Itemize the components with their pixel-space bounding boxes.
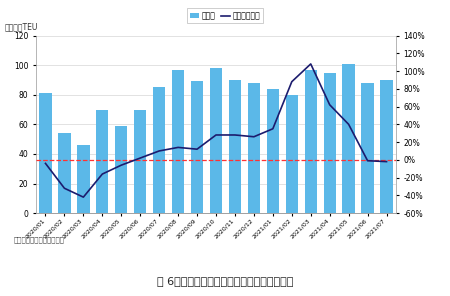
Bar: [305, 70, 317, 213]
Bar: [248, 83, 260, 213]
Text: 数据来源：宁波航运交易所: 数据来源：宁波航运交易所: [14, 237, 64, 243]
Bar: [324, 73, 336, 213]
Bar: [342, 64, 355, 213]
Bar: [229, 80, 241, 213]
Bar: [286, 95, 298, 213]
Bar: [191, 81, 203, 213]
Bar: [39, 93, 52, 213]
Bar: [267, 89, 279, 213]
Text: 图 6：美国洛杉矶港集装箱吞吐量及同期趋势: 图 6：美国洛杉矶港集装箱吞吐量及同期趋势: [157, 276, 293, 286]
Bar: [172, 70, 184, 213]
Bar: [77, 145, 90, 213]
Bar: [58, 133, 71, 213]
Legend: 吞吐量, 同比（右轴）: 吞吐量, 同比（右轴）: [187, 8, 263, 23]
Bar: [361, 83, 374, 213]
Bar: [210, 68, 222, 213]
Bar: [115, 126, 127, 213]
Bar: [96, 110, 108, 213]
Bar: [153, 87, 165, 213]
Text: 单位：万TEU: 单位：万TEU: [4, 22, 38, 31]
Bar: [380, 80, 393, 213]
Bar: [134, 110, 146, 213]
